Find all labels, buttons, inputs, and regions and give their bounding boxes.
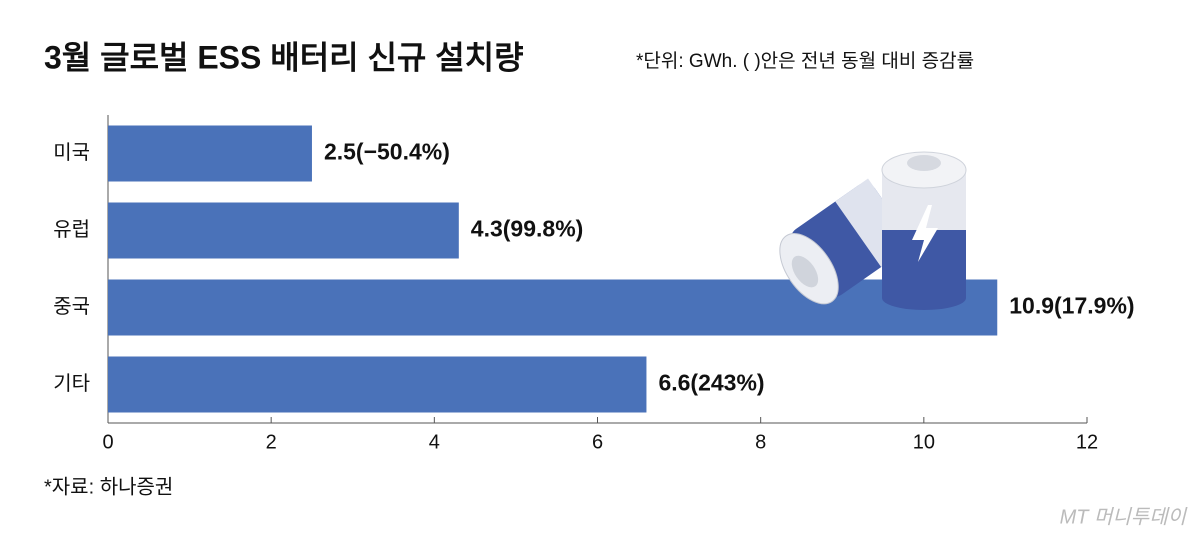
bar xyxy=(108,279,998,336)
data-label: 10.9(17.9%) xyxy=(1009,293,1134,319)
y-tick-label: 기타 xyxy=(53,372,90,395)
y-tick-label: 유럽 xyxy=(53,218,90,241)
bar xyxy=(108,202,459,259)
source: *자료: 하나증권 xyxy=(44,475,173,498)
data-label: 4.3(99.8%) xyxy=(471,216,584,242)
x-tick-label: 10 xyxy=(913,431,935,453)
battery-illustration xyxy=(779,151,967,310)
battery-terminal xyxy=(907,155,941,171)
plot: 0 2 4 6 8 10 12 미국 2.5(−50.4%) 유럽 4.3(99.8%) 중국 10.9… xyxy=(53,115,1135,453)
x-tick-label: 8 xyxy=(755,431,766,453)
battery-fill xyxy=(882,230,966,310)
watermark: MT 머니투데이 xyxy=(1060,506,1188,528)
x-tick-label: 2 xyxy=(266,431,277,453)
battery-terminal xyxy=(791,255,819,288)
x-tick-label: 6 xyxy=(592,431,603,453)
x-tick-label: 12 xyxy=(1076,431,1098,453)
bar xyxy=(108,125,312,182)
chart-title: 3월 글로벌 ESS 배터리 신규 설치량 xyxy=(44,39,524,75)
x-tick-label: 0 xyxy=(102,431,113,453)
y-tick-label: 미국 xyxy=(53,141,90,164)
lightning-icon xyxy=(912,205,938,262)
y-tick-label: 중국 xyxy=(53,296,90,318)
x-tick-label: 4 xyxy=(429,431,440,453)
data-label: 6.6(243%) xyxy=(658,370,764,396)
chart-subtitle: *단위: GWh. ( )안은 전년 동월 대비 증감률 xyxy=(636,50,974,72)
bar xyxy=(108,356,647,413)
data-label: 2.5(−50.4%) xyxy=(324,139,450,165)
